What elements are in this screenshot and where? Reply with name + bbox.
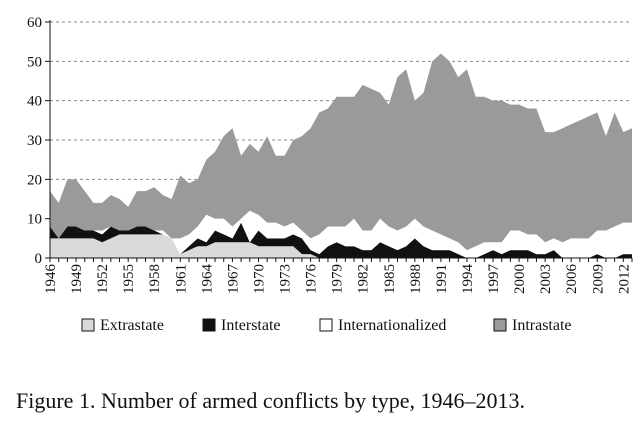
legend-swatch-intrastate: [493, 318, 507, 332]
legend-swatch-interstate: [202, 318, 216, 332]
x-tick-label: 1991: [434, 264, 450, 294]
x-tick-label: 1949: [69, 264, 85, 294]
y-tick-label: 60: [27, 15, 42, 31]
area-internationalized: [50, 210, 632, 258]
x-tick-label: 1976: [304, 264, 320, 295]
stacked-areas: [50, 53, 632, 258]
x-tick-labels: 1946 1949 1952 1955 1958 1961 1964 1967 1970 1973…: [43, 258, 633, 295]
legend-label-interstate: Interstate: [221, 317, 281, 334]
x-tick-label: 1994: [460, 264, 476, 295]
legend: Extrastate Interstate Internationalized Int…: [81, 317, 572, 334]
x-tick-label: 2012: [616, 264, 632, 294]
y-tick-label: 40: [27, 94, 42, 110]
x-tick-label: 1955: [121, 264, 137, 294]
y-tick-label: 20: [27, 172, 42, 188]
x-tick-label: 1946: [43, 264, 59, 295]
x-tick-label: 1988: [408, 264, 424, 294]
x-tick-label: 1979: [330, 264, 346, 294]
y-tick-label: 30: [27, 133, 42, 149]
x-tick-label: 1964: [199, 264, 215, 295]
legend-label-internationalized: Internationalized: [338, 317, 446, 334]
area-interstate: [50, 222, 632, 258]
x-tick-label: 2006: [564, 264, 580, 295]
area-extrastate: [50, 234, 632, 258]
y-tick-labels: 0 10 20 30 40 50 60: [27, 15, 50, 267]
y-tick-label: 0: [35, 251, 43, 267]
x-tick-label: 1982: [356, 264, 372, 294]
x-tick-label: 1967: [225, 264, 241, 295]
x-tick-label: 1961: [173, 264, 189, 294]
x-tick-label: 1952: [95, 264, 111, 294]
x-tick-label: 1958: [147, 264, 163, 294]
x-tick-label: 2003: [538, 264, 554, 294]
x-tick-label: 2000: [512, 264, 528, 294]
x-tick-label: 2009: [590, 264, 606, 294]
x-tick-label: 1970: [251, 264, 267, 294]
legend-label-intrastate: Intrastate: [512, 317, 572, 334]
area-intrastate: [50, 53, 632, 251]
x-tick-label: 1985: [382, 264, 398, 294]
legend-swatch-internationalized: [319, 318, 333, 332]
figure-caption: Figure 1. Number of armed conflicts by t…: [16, 388, 525, 413]
x-tick-label: 1973: [278, 264, 294, 294]
legend-label-extrastate: Extrastate: [100, 317, 164, 334]
legend-swatch-extrastate: [81, 318, 95, 332]
y-tick-label: 50: [27, 54, 42, 70]
x-tick-label: 1997: [486, 263, 502, 294]
y-tick-label: 10: [27, 212, 42, 228]
